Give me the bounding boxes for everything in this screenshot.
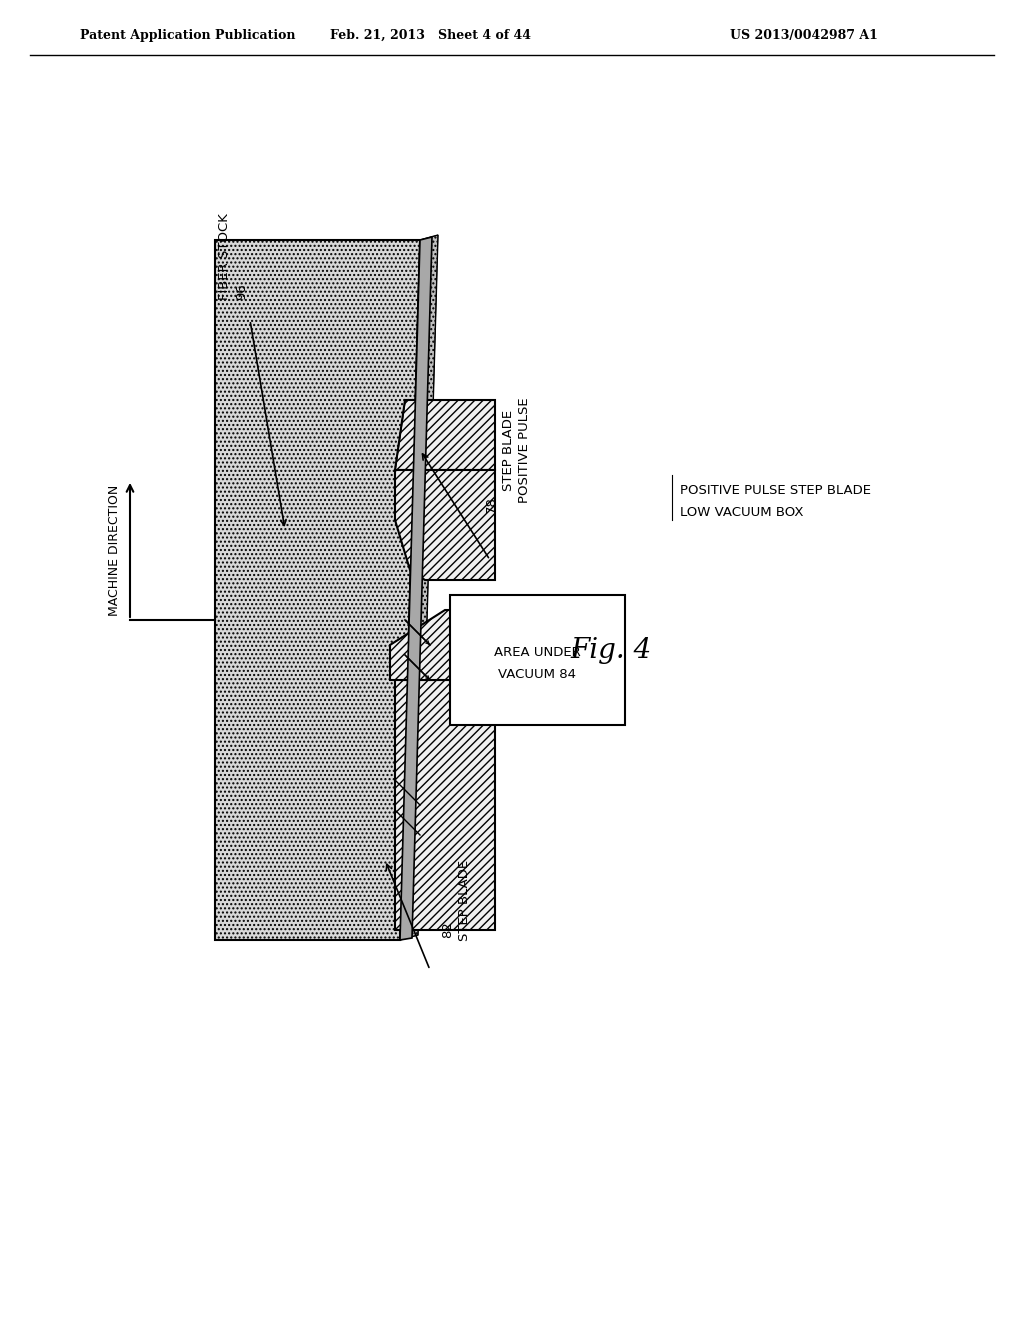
- Polygon shape: [395, 400, 495, 470]
- Text: POSITIVE PULSE STEP BLADE: POSITIVE PULSE STEP BLADE: [680, 483, 871, 496]
- Polygon shape: [395, 470, 495, 579]
- Polygon shape: [400, 238, 432, 940]
- Text: Feb. 21, 2013   Sheet 4 of 44: Feb. 21, 2013 Sheet 4 of 44: [330, 29, 530, 41]
- Text: 96: 96: [236, 284, 249, 300]
- Text: Fig. 4: Fig. 4: [570, 636, 651, 664]
- Text: Patent Application Publication: Patent Application Publication: [80, 29, 296, 41]
- Polygon shape: [400, 235, 438, 940]
- Polygon shape: [215, 240, 420, 940]
- Text: US 2013/0042987 A1: US 2013/0042987 A1: [730, 29, 878, 41]
- Text: VACUUM 84: VACUUM 84: [499, 668, 577, 681]
- Text: MACHINE DIRECTION: MACHINE DIRECTION: [109, 484, 122, 615]
- Polygon shape: [390, 610, 495, 680]
- Text: POSITIVE PULSE: POSITIVE PULSE: [518, 397, 531, 503]
- Text: STEP BLADE: STEP BLADE: [502, 409, 514, 491]
- FancyBboxPatch shape: [450, 595, 625, 725]
- Text: AREA UNDER: AREA UNDER: [495, 645, 581, 659]
- Text: 82: 82: [441, 921, 455, 939]
- Text: FIBER STOCK: FIBER STOCK: [218, 213, 231, 300]
- Text: 78: 78: [484, 496, 498, 513]
- Text: STEP BLADE: STEP BLADE: [459, 859, 471, 941]
- Text: LOW VACUUM BOX: LOW VACUUM BOX: [680, 506, 804, 519]
- Polygon shape: [395, 680, 495, 931]
